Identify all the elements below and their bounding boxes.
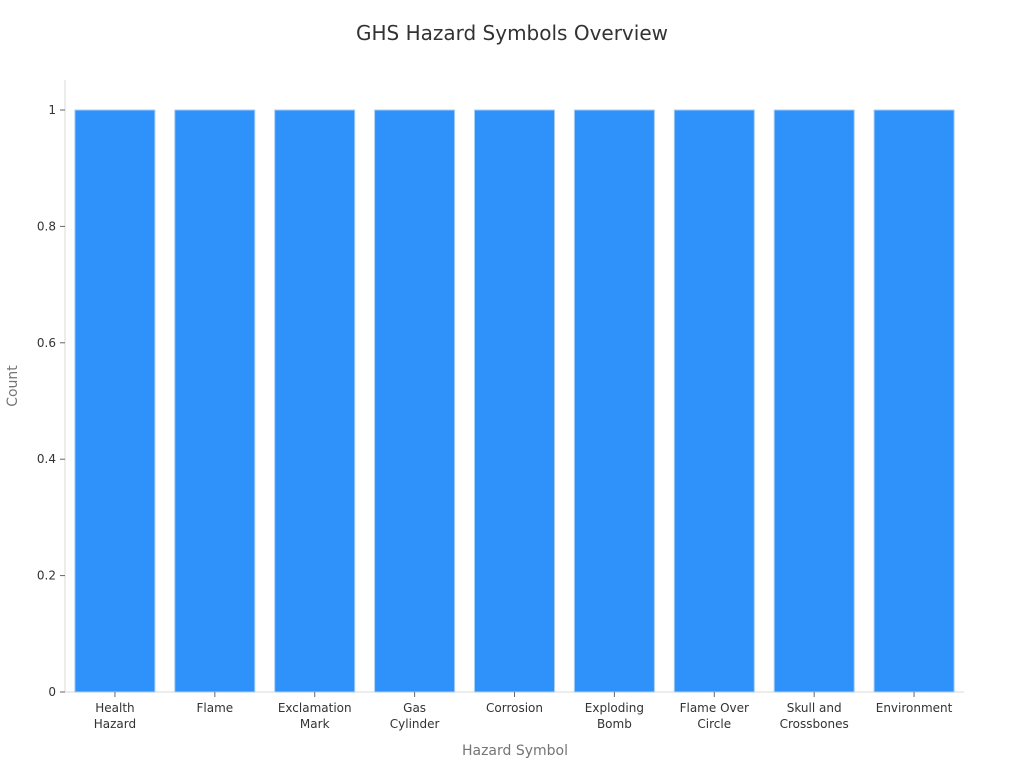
x-tick-label: Flame Over Circle <box>680 701 749 731</box>
y-tick-label: 0.8 <box>37 219 56 233</box>
x-tick-label: Gas Cylinder <box>390 701 440 731</box>
x-tick-label-line: Crossbones <box>780 717 849 731</box>
x-tick-label-line: Flame <box>196 701 233 715</box>
x-tick-label: Health Hazard <box>94 701 136 731</box>
x-tick-label-line: Bomb <box>597 717 632 731</box>
x-axis-label: Hazard Symbol <box>462 743 568 759</box>
x-tick-label-line: Cylinder <box>390 717 440 731</box>
bar-3 <box>374 109 456 693</box>
x-tick-label-line: Corrosion <box>486 701 543 715</box>
x-tick-label-line: Health <box>95 701 134 715</box>
y-tick-label: 0.6 <box>37 336 56 350</box>
y-tick-label: 0.2 <box>37 569 56 583</box>
y-tick-label: 0 <box>48 685 56 699</box>
x-tick-label-line: Flame Over <box>680 701 749 715</box>
y-tick-label: 0.4 <box>37 452 56 466</box>
y-tick-label: 1 <box>48 103 56 117</box>
x-tick-label-line: Environment <box>876 701 953 715</box>
chart-title: GHS Hazard Symbols Overview <box>356 21 668 45</box>
x-tick-label-line: Hazard <box>94 717 136 731</box>
x-tick-label-line: Gas <box>403 701 426 715</box>
bar-2 <box>274 109 356 693</box>
bar-5 <box>573 109 655 693</box>
bar-4 <box>474 109 555 693</box>
y-axis-label: Count <box>5 365 21 407</box>
bar-8 <box>873 109 955 693</box>
bar-7 <box>773 109 855 693</box>
bar-1 <box>174 109 256 693</box>
x-tick-label-line: Exploding <box>585 701 644 715</box>
x-tick-label: Exploding Bomb <box>585 701 644 731</box>
bar-6 <box>673 109 755 693</box>
y-ticks-group: 0 0.2 0.4 0.6 0.8 1 <box>37 103 65 699</box>
bar-0 <box>74 109 156 693</box>
x-ticks-group: Health Hazard Flame Exclamation Mark Gas Cylin… <box>94 692 953 731</box>
x-tick-label-line: Mark <box>300 717 330 731</box>
plot-area: 0 0.2 0.4 0.6 0.8 1 Health Hazard Flame Exclamat… <box>37 80 964 731</box>
x-tick-label: Corrosion <box>486 701 543 715</box>
x-tick-label: Skull and Crossbones <box>780 701 849 731</box>
x-tick-label: Exclamation Mark <box>278 701 352 731</box>
x-tick-label: Flame <box>196 701 233 715</box>
bars-group <box>74 109 955 693</box>
x-tick-label-line: Circle <box>697 717 731 731</box>
x-tick-label: Environment <box>876 701 953 715</box>
x-tick-label-line: Exclamation <box>278 701 352 715</box>
x-tick-label-line: Skull and <box>787 701 842 715</box>
